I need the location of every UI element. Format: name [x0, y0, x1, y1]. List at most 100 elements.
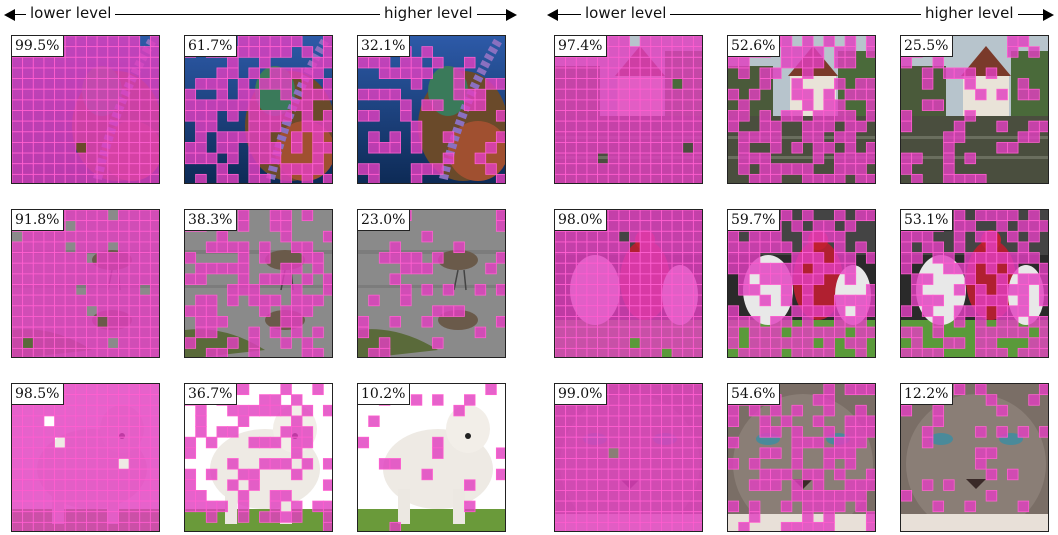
mask-patch	[650, 490, 662, 502]
left-arrow-icon	[547, 9, 558, 21]
mask-patch	[791, 458, 803, 470]
mask-patch	[823, 142, 835, 154]
mask-patch	[682, 384, 694, 396]
mask-patch	[586, 88, 598, 101]
mask-patch	[759, 479, 771, 491]
mask-patch	[629, 447, 641, 459]
mask-patch	[64, 415, 77, 427]
mask-patch	[943, 163, 955, 175]
mask-patch	[975, 316, 987, 328]
mask-patch	[195, 110, 207, 122]
mask-patch	[661, 220, 673, 232]
mask-patch	[64, 131, 77, 143]
mask-patch	[964, 220, 976, 232]
mask-patch	[682, 252, 694, 264]
mask-patch	[728, 88, 740, 101]
mask-patch	[312, 384, 324, 396]
mask-patch	[128, 67, 141, 79]
mask-patch	[248, 99, 260, 111]
mask-patch	[975, 384, 987, 396]
mask-patch	[575, 99, 588, 111]
mask-patch	[802, 436, 814, 449]
mask-patch	[565, 99, 577, 111]
mask-patch	[64, 394, 77, 406]
mask-patch	[75, 384, 87, 396]
mask-patch	[911, 273, 923, 285]
mask-patch	[195, 273, 207, 285]
mask-patch	[682, 99, 694, 111]
mask-patch	[575, 241, 588, 253]
mask-patch	[301, 337, 314, 349]
mask-patch	[802, 284, 814, 296]
mask-patch	[118, 230, 130, 243]
mask-patch	[597, 163, 609, 175]
mask-patch	[639, 230, 652, 243]
mask-patch	[682, 230, 694, 243]
mask-patch	[291, 36, 303, 48]
mask-patch	[64, 120, 77, 133]
mask-patch	[650, 241, 662, 253]
mask-patch	[671, 284, 684, 296]
mask-patch	[216, 426, 228, 438]
mask-patch	[128, 415, 141, 427]
mask-patch	[96, 337, 109, 349]
mask-patch	[22, 252, 34, 264]
mask-patch	[759, 262, 771, 275]
mask-patch	[555, 230, 567, 243]
mask-patch	[43, 447, 55, 459]
mask-patch	[400, 99, 412, 111]
mask-patch	[953, 337, 966, 349]
mask-patch	[22, 316, 34, 328]
mask-patch	[75, 252, 87, 264]
mask-patch	[575, 447, 588, 459]
mask-patch	[855, 337, 867, 349]
mask-patch	[597, 294, 609, 307]
mask-patch	[812, 110, 825, 122]
mask-patch	[748, 337, 761, 349]
mask-patch	[618, 415, 630, 427]
mask-patch	[780, 316, 793, 328]
mask-patch	[43, 110, 55, 122]
mask-patch	[812, 273, 825, 285]
mask-patch	[205, 316, 218, 328]
mask-patch	[618, 447, 630, 459]
mask-patch	[692, 458, 702, 470]
mask-patch	[312, 131, 324, 143]
mask-patch	[586, 415, 598, 427]
mask-patch	[834, 305, 846, 317]
mask-patch	[650, 479, 662, 491]
mask-patch	[64, 67, 77, 79]
mask-patch	[607, 241, 620, 253]
mask-patch	[86, 56, 98, 69]
mask-patch	[1017, 500, 1030, 513]
mask-patch	[865, 252, 875, 264]
mask-patch	[75, 294, 87, 307]
mask-patch	[400, 67, 412, 79]
mask-patch	[378, 458, 391, 470]
mask-patch	[650, 88, 662, 101]
mask-patch	[410, 131, 423, 143]
mask-patch	[618, 56, 630, 69]
mask-patch	[269, 394, 282, 406]
mask-patch	[96, 220, 109, 232]
mask-patch	[748, 458, 761, 470]
mask-patch	[107, 36, 119, 48]
mask-patch	[64, 511, 77, 523]
mask-patch	[96, 99, 109, 111]
mask-patch	[139, 210, 151, 222]
mask-patch	[237, 210, 250, 222]
mask-patch	[22, 99, 34, 111]
mask-patch	[975, 447, 987, 459]
mask-patch	[682, 511, 694, 523]
mask-patch	[216, 241, 228, 253]
mask-ratio-label: 99.0%	[555, 384, 608, 405]
mask-patch	[597, 120, 609, 133]
mask-patch	[259, 142, 271, 154]
mask-patch	[86, 394, 98, 406]
mask-patch	[96, 521, 109, 531]
mask-patch	[671, 404, 684, 417]
mask-patch	[921, 479, 934, 491]
mask-patch	[75, 316, 87, 328]
mask-patch	[607, 316, 620, 328]
mask-patch	[248, 46, 260, 58]
